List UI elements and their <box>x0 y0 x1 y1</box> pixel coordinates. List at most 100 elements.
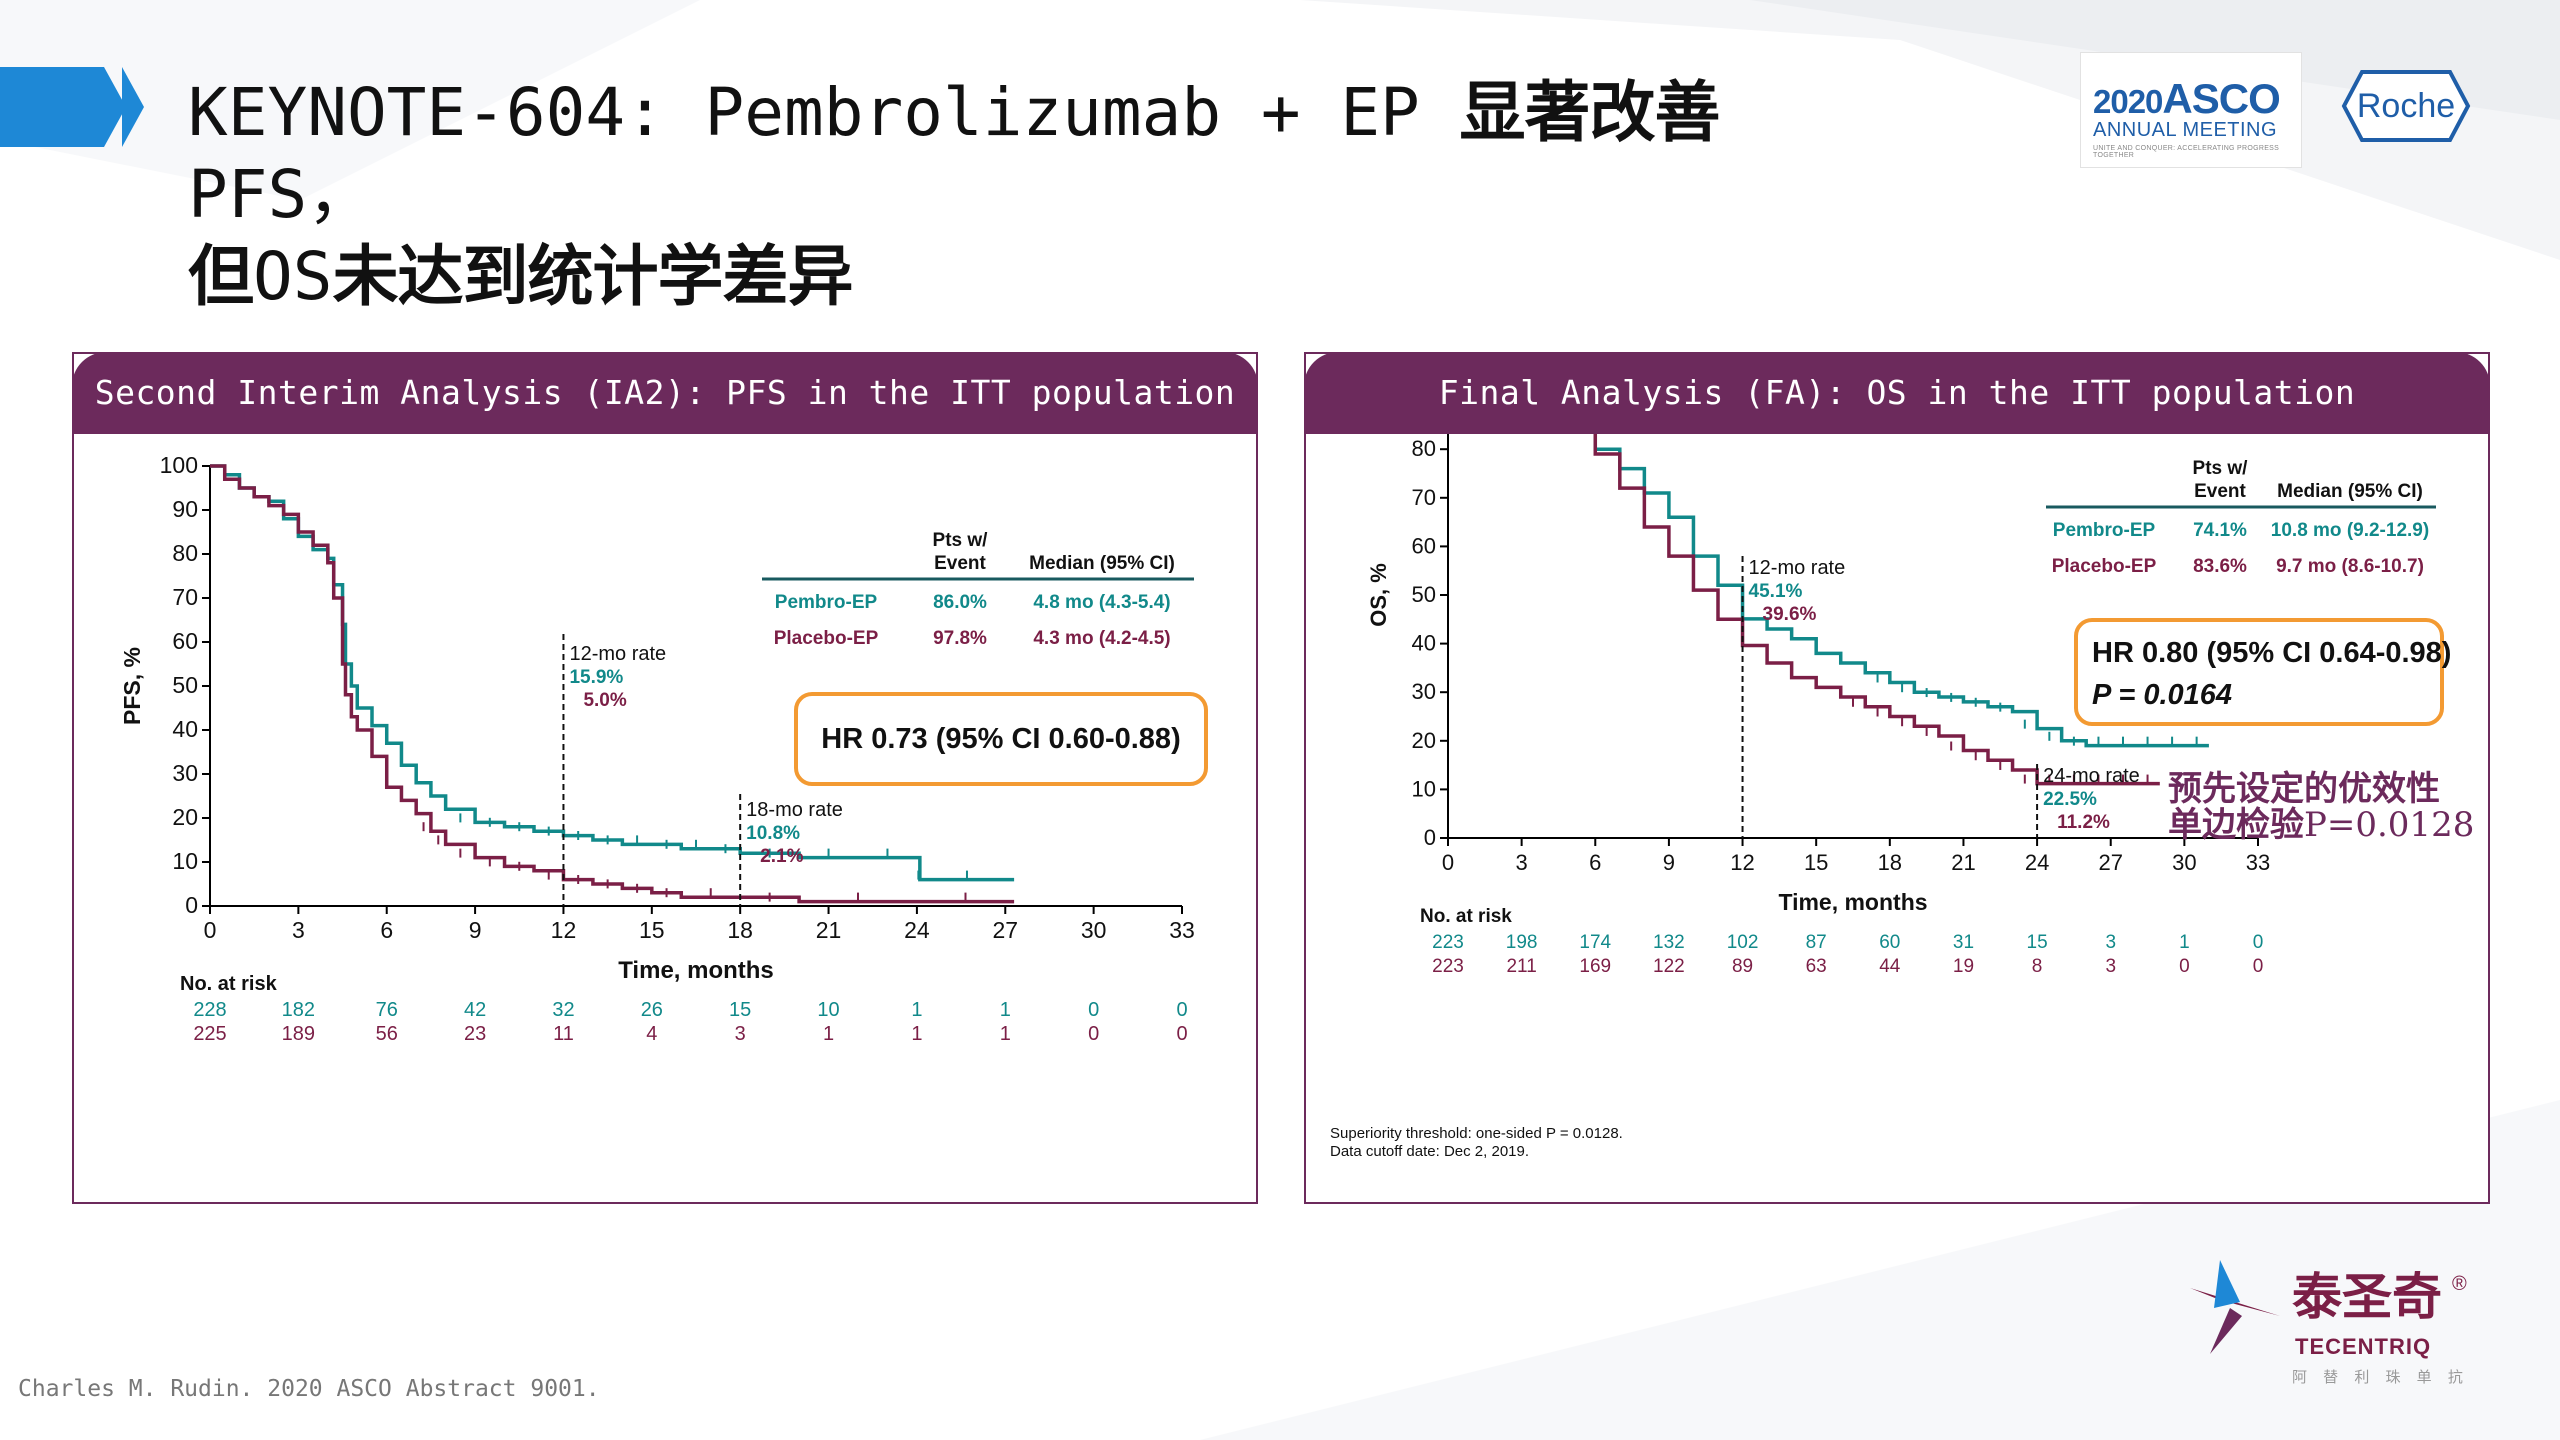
x-tick-label: 33 <box>1169 917 1195 943</box>
y-tick-label: 10 <box>1412 776 1436 801</box>
y-tick-label: 30 <box>172 760 198 786</box>
x-tick-label: 15 <box>639 917 665 943</box>
asco-logo: 2020ASCO ANNUAL MEETING UNITE AND CONQUE… <box>2080 52 2302 168</box>
superiority-note-1: 预先设定的优效性 <box>2168 770 2440 808</box>
y-tick-label: 100 <box>160 452 198 478</box>
left-panel-header: Second Interim Analysis (IA2): PFS in th… <box>72 352 1258 434</box>
os-chart: 0369121518212427303301020304050607080901… <box>1330 434 2474 1160</box>
risk-pembro-value: 228 <box>193 999 226 1021</box>
y-tick-label: 60 <box>1412 533 1436 558</box>
risk-placebo-value: 0 <box>2253 956 2264 977</box>
superiority-p: P=0.0128 <box>2304 805 2474 845</box>
x-tick-label: 0 <box>1442 850 1454 875</box>
risk-pembro-value: 87 <box>1806 932 1827 953</box>
y-tick-label: 50 <box>1412 582 1436 607</box>
risk-placebo-value: 3 <box>2105 956 2116 977</box>
risk-pembro-value: 1 <box>2179 932 2190 953</box>
rate-placebo: 5.0% <box>583 690 626 711</box>
rate-label: 24-mo rate <box>2043 765 2140 787</box>
tecentriq-reg: ® <box>2452 1273 2467 1295</box>
title-chevron-1 <box>104 67 126 147</box>
left-panel: Second Interim Analysis (IA2): PFS in th… <box>72 352 1258 1204</box>
slide-title: KEYNOTE-604: Pembrolizumab + EP 显著改善 PFS，… <box>188 72 1888 318</box>
title2-b: OS <box>253 238 333 315</box>
x-tick-label: 18 <box>1878 850 1902 875</box>
x-tick-label: 0 <box>204 917 217 943</box>
legend-arm-name: Pembro-EP <box>775 592 878 613</box>
superiority-note-2: 单边检验P=0.0128 <box>2168 805 2474 845</box>
y-axis-label: PFS, % <box>119 647 145 725</box>
risk-placebo-value: 23 <box>464 1023 486 1045</box>
legend-arm-median: 4.8 mo (4.3-5.4) <box>1033 592 1170 613</box>
title-tail: PFS， <box>188 156 374 233</box>
legend-arm-pts: 86.0% <box>933 592 987 613</box>
rate-pembro: 45.1% <box>1749 581 1803 602</box>
x-tick-label: 6 <box>380 917 393 943</box>
risk-placebo-value: 19 <box>1953 956 1974 977</box>
risk-pembro-value: 76 <box>376 999 398 1021</box>
risk-placebo-value: 1 <box>1000 1023 1011 1045</box>
hr-box <box>2074 618 2444 726</box>
risk-placebo-value: 122 <box>1653 956 1685 977</box>
footnote-1: Superiority threshold: one-sided P = 0.0… <box>1330 1125 1623 1142</box>
roche-text: Roche <box>2357 87 2455 125</box>
rate-label: 12-mo rate <box>1749 557 1846 579</box>
x-tick-label: 12 <box>551 917 577 943</box>
risk-placebo-value: 225 <box>193 1023 226 1045</box>
x-tick-label: 24 <box>904 917 930 943</box>
x-tick-label: 9 <box>1663 850 1675 875</box>
risk-pembro-value: 0 <box>2253 932 2264 953</box>
title-chevron-2 <box>122 67 144 147</box>
y-tick-label: 20 <box>172 804 198 830</box>
risk-placebo-value: 63 <box>1806 956 1827 977</box>
legend-arm-pts: 97.8% <box>933 628 987 649</box>
risk-placebo-value: 223 <box>1432 956 1464 977</box>
risk-placebo-value: 11 <box>553 1023 574 1045</box>
x-tick-label: 27 <box>992 917 1018 943</box>
y-tick-label: 90 <box>172 496 198 522</box>
tecentriq-cn: 泰圣奇 <box>2292 1269 2442 1325</box>
risk-pembro-value: 10 <box>817 999 839 1021</box>
risk-table-label: No. at risk <box>180 973 278 995</box>
tecentriq-mark-3 <box>2210 1308 2242 1354</box>
legend-arm-median: 10.8 mo (9.2-12.9) <box>2271 520 2429 541</box>
x-tick-label: 6 <box>1589 850 1601 875</box>
y-tick-label: 20 <box>1412 728 1436 753</box>
roche-logo: Roche <box>2341 70 2471 142</box>
rate-label: 12-mo rate <box>569 643 666 665</box>
risk-pembro-value: 182 <box>282 999 315 1021</box>
x-tick-label: 18 <box>727 917 753 943</box>
risk-placebo-value: 0 <box>2179 956 2190 977</box>
risk-pembro-value: 198 <box>1506 932 1538 953</box>
tecentriq-en: TECENTRIQ <box>2295 1334 2431 1359</box>
superiority-zh: 单边检验 <box>2168 805 2304 844</box>
legend-arm-median: 4.3 mo (4.2-4.5) <box>1033 628 1170 649</box>
risk-placebo-value: 0 <box>1088 1023 1099 1045</box>
x-tick-label: 3 <box>1516 850 1528 875</box>
y-tick-label: 80 <box>172 540 198 566</box>
title-zh: 显著改善 <box>1459 74 1721 151</box>
hr-p-text: P = 0.0164 <box>2092 679 2232 711</box>
legend-arm-median: 9.7 mo (8.6-10.7) <box>2276 556 2424 577</box>
legend-arm-pts: 74.1% <box>2193 520 2247 541</box>
hr-text: HR 0.73 (95% CI 0.60-0.88) <box>821 723 1180 755</box>
title2-a: 但 <box>188 238 254 315</box>
risk-placebo-value: 4 <box>646 1023 657 1045</box>
y-tick-label: 40 <box>1412 631 1436 656</box>
risk-placebo-value: 169 <box>1579 956 1611 977</box>
risk-placebo-value: 1 <box>911 1023 922 1045</box>
rate-pembro: 10.8% <box>746 823 800 844</box>
x-tick-label: 21 <box>816 917 842 943</box>
title2-c: 未达到统计学差异 <box>332 238 853 315</box>
right-panel-header: Final Analysis (FA): OS in the ITT popul… <box>1304 352 2490 434</box>
pembro-ep-curve <box>1593 434 2209 748</box>
risk-placebo-value: 211 <box>1506 956 1536 977</box>
y-tick-label: 0 <box>1424 825 1436 850</box>
title-latin: KEYNOTE-604: Pembrolizumab + EP <box>188 74 1460 151</box>
y-tick-label: 80 <box>1412 436 1436 461</box>
risk-pembro-value: 15 <box>2027 932 2048 953</box>
y-tick-label: 0 <box>185 892 198 918</box>
title-line-2: 但OS未达到统计学差异 <box>188 236 1888 318</box>
y-tick-label: 40 <box>172 716 198 742</box>
asco-year: 2020 <box>2093 83 2163 120</box>
